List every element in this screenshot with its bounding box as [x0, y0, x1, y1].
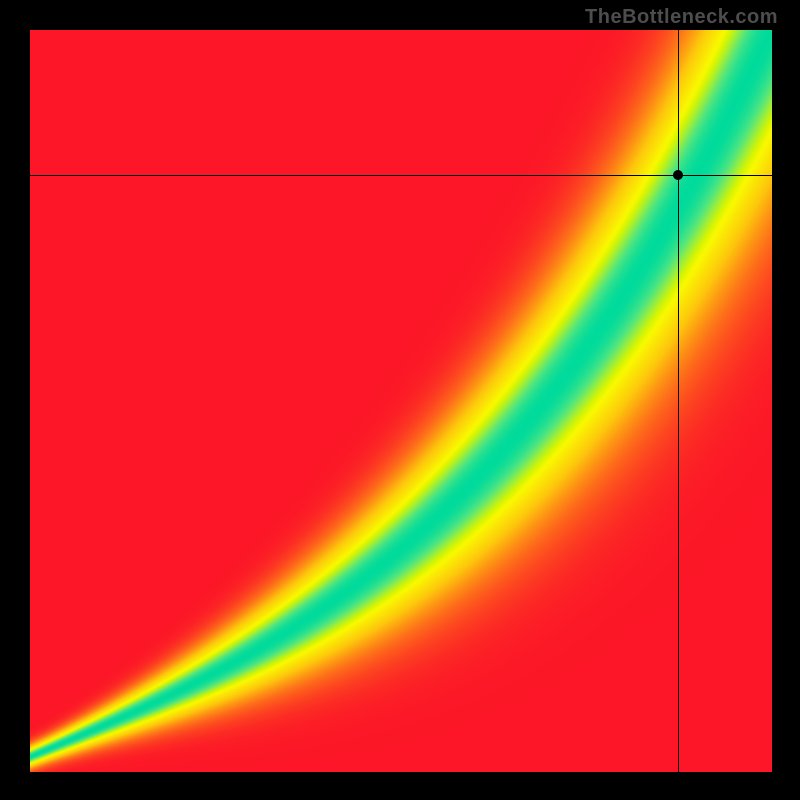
heatmap-chart [30, 30, 772, 772]
marker-point [673, 170, 683, 180]
watermark-text: TheBottleneck.com [585, 6, 778, 29]
crosshair-vertical [678, 0, 679, 800]
chart-container: TheBottleneck.com [0, 0, 800, 800]
heatmap-canvas [30, 30, 772, 772]
